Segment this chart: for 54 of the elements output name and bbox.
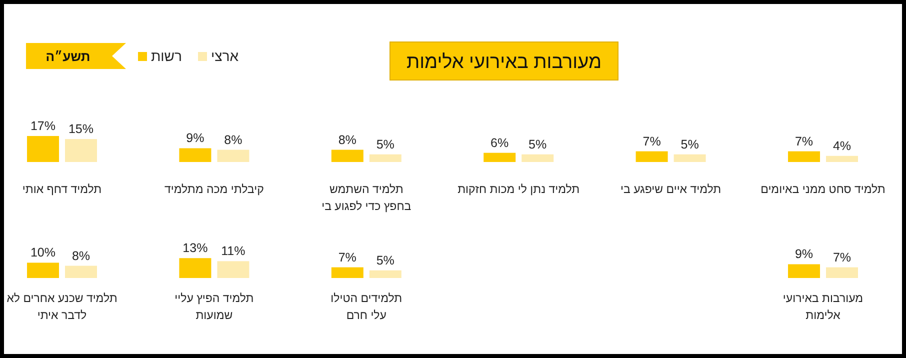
data-label: 15% [68, 122, 94, 136]
bar [179, 258, 212, 278]
bar [27, 136, 59, 162]
bar [826, 267, 858, 278]
bar [217, 150, 250, 162]
x-tick-label: תלמיד הפיץ עליי שמועות [174, 292, 254, 322]
x-tick-label: תלמיד השתמש בחפץ כדי לפגוע בי [322, 183, 412, 213]
data-label: 9% [186, 131, 204, 146]
x-tick-label: תלמיד שכנע אחרים לא לדבר איתי [6, 292, 118, 322]
data-label: 5% [680, 137, 699, 152]
data-label: 8% [338, 132, 356, 147]
data-label: 7% [338, 250, 356, 264]
bar [179, 148, 212, 162]
legend-label: רשות [151, 48, 182, 64]
x-tick-label: תלמיד נתן לי מכות חזקות [458, 183, 580, 196]
data-label: 4% [832, 138, 852, 153]
data-label: 7% [832, 250, 852, 264]
bar [788, 264, 820, 278]
data-label: 8% [224, 132, 242, 147]
data-label: 10% [30, 246, 56, 260]
bar [65, 139, 97, 162]
bar [674, 154, 706, 162]
bar [369, 154, 402, 162]
bar [522, 154, 554, 162]
text: תשע״ה [46, 49, 90, 64]
bar [826, 156, 858, 162]
data-label: 5% [376, 253, 394, 268]
bar [217, 261, 250, 278]
x-tick-label: תלמיד איים שיפגע בי [620, 183, 722, 196]
data-label: 5% [528, 137, 547, 152]
bar [636, 151, 668, 162]
bar [65, 266, 97, 278]
x-tick-label: מעורבות באירועי אלימות [782, 293, 864, 322]
bar [331, 150, 364, 162]
data-label: 5% [376, 137, 394, 152]
data-label: 8% [72, 248, 90, 263]
bar [484, 152, 516, 162]
bar [27, 262, 59, 278]
data-label: 17% [30, 119, 56, 133]
x-tick-label: תלמיד סחט ממני באיומים [760, 183, 886, 196]
data-label: 7% [642, 134, 661, 148]
legend-label: ארצי [211, 48, 239, 64]
data-label: 6% [490, 136, 509, 150]
data-label: 7% [794, 134, 814, 148]
bar [369, 270, 402, 278]
data-label: 13% [182, 241, 208, 256]
data-label: 11% [221, 244, 246, 258]
chart-title: מעורבות באירועי אלימות [406, 52, 602, 73]
x-tick-label: תלמיד דחף אותי [22, 183, 102, 196]
x-tick-label: קיבלתי מכה מתלמיד [164, 183, 264, 196]
bar [331, 267, 364, 278]
data-label: 9% [794, 247, 814, 262]
bar [788, 151, 820, 162]
x-tick-label: תלמידים הטילו עלי חרם [330, 292, 402, 322]
